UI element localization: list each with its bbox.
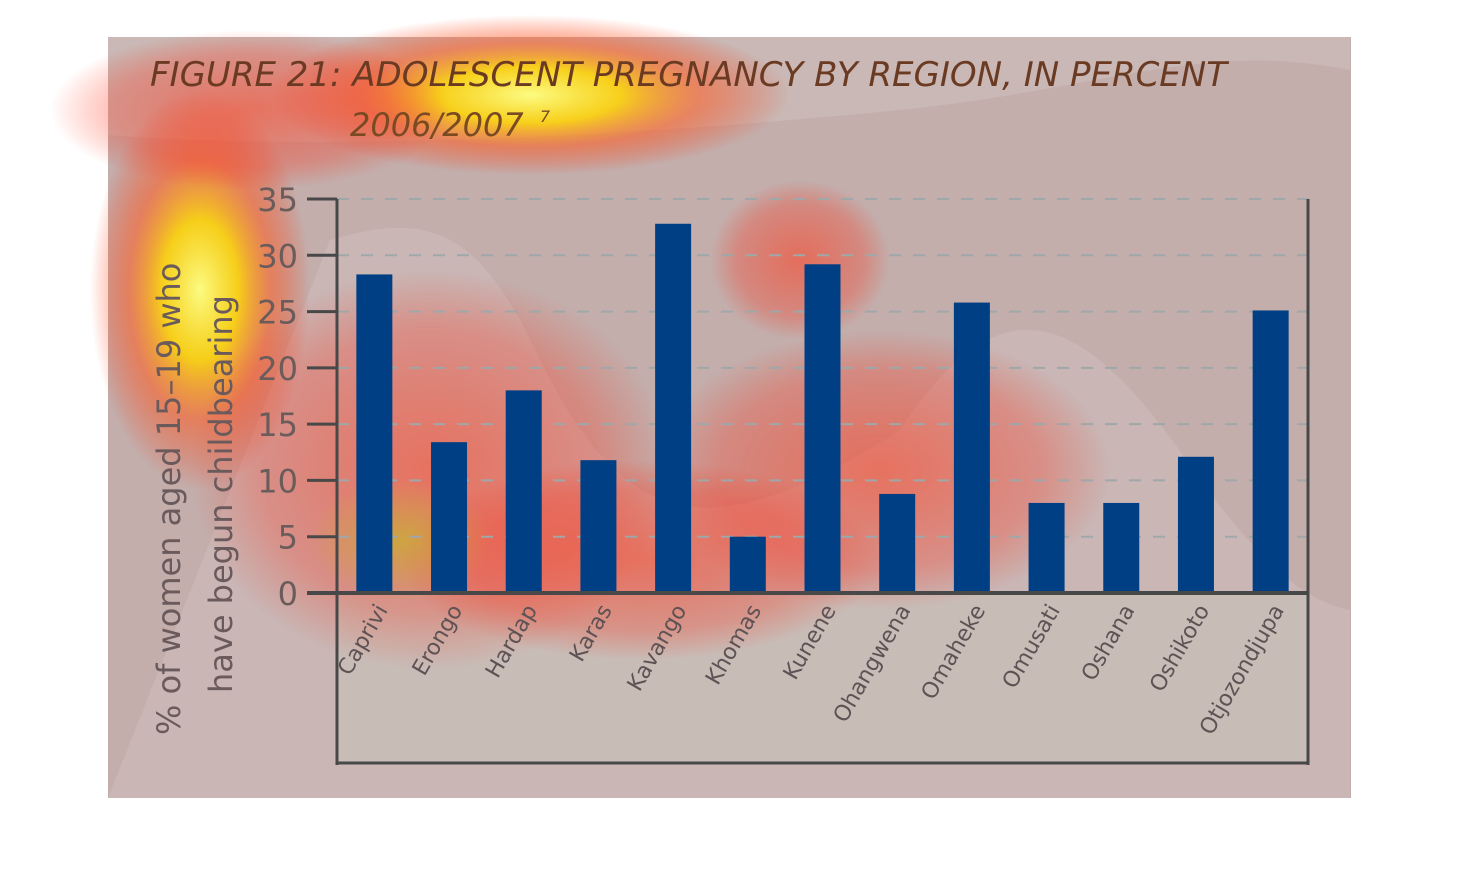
bar-hardap	[505, 390, 542, 593]
y-tick-label: 5	[278, 519, 298, 557]
y-tick-label: 25	[257, 294, 298, 332]
heat-overlay	[710, 180, 890, 340]
chart-title: FIGURE 21: ADOLESCENT PREGNANCY BY REGIO…	[150, 55, 1229, 95]
bar-omaheke	[953, 302, 990, 593]
bar-karas	[580, 460, 617, 593]
bar-kavango	[655, 223, 692, 593]
bar-ohangwena	[879, 493, 916, 593]
bar-oshana	[1103, 502, 1140, 593]
bar-otjozondjupa	[1252, 310, 1289, 593]
chart-subtitle-superscript: 7	[540, 107, 551, 126]
y-tick-label: 15	[257, 406, 298, 444]
bar-khomas	[729, 536, 766, 593]
y-tick-label: 0	[278, 575, 298, 613]
chart-subtitle: 2006/2007 7	[350, 106, 551, 144]
heat-overlay	[50, 30, 450, 190]
y-tick-label: 10	[257, 462, 298, 500]
bar-erongo	[431, 442, 468, 593]
y-axis-label-line1: % of women aged 15–19 who	[150, 263, 188, 735]
y-tick-label: 30	[257, 237, 298, 275]
y-tick-labels: 0 5 10 15 20 25 30 35	[257, 181, 298, 613]
bar-kunene	[804, 264, 841, 593]
bars	[356, 223, 1289, 593]
y-axis-label-line2: have begun childbearing	[202, 295, 240, 693]
axes	[307, 197, 1310, 765]
bar-caprivi	[356, 274, 393, 593]
bar-oshikoto	[1177, 456, 1214, 593]
y-tick-label: 20	[257, 350, 298, 388]
bar-omusati	[1028, 502, 1065, 593]
chart-subtitle-text: 2006/2007	[350, 106, 524, 144]
y-tick-label: 35	[257, 181, 298, 219]
